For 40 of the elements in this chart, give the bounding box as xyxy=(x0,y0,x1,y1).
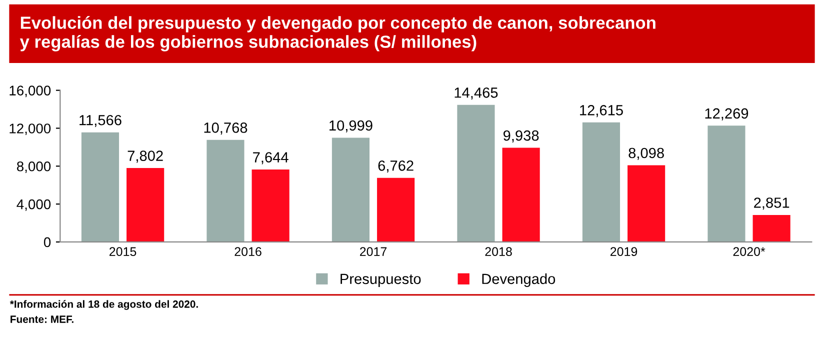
bar xyxy=(582,122,620,242)
data-label: 6,762 xyxy=(378,160,414,173)
bar xyxy=(206,140,244,242)
bar xyxy=(81,132,120,242)
data-label: 10,999 xyxy=(330,120,372,132)
bar xyxy=(752,214,790,242)
bar xyxy=(457,104,495,242)
y-tick-label: 0 xyxy=(44,237,51,248)
bar xyxy=(628,165,666,242)
data-label: 12,615 xyxy=(580,105,623,118)
y-tick-label: 8,000 xyxy=(16,161,51,173)
source-note: Fuente: MEF. xyxy=(10,316,74,323)
data-label: 10,768 xyxy=(204,122,248,135)
bar xyxy=(377,178,415,242)
data-label: 8,098 xyxy=(628,148,664,160)
data-label: 14,465 xyxy=(454,87,498,100)
legend-label: Devengado xyxy=(482,273,556,287)
bar xyxy=(126,168,164,242)
y-tick-label: 4,000 xyxy=(16,199,51,211)
x-tick-label: 2016 xyxy=(234,247,262,256)
bar xyxy=(332,138,370,242)
text: *Información al 18 de agosto del 2020. xyxy=(10,300,198,310)
x-tick-label: 2020* xyxy=(733,247,766,256)
x-tick-label: 2019 xyxy=(610,247,638,256)
x-tick-label: 2015 xyxy=(110,247,136,256)
bar xyxy=(708,126,746,242)
x-tick-label: 2017 xyxy=(360,247,387,256)
legend-label: Presupuesto xyxy=(340,274,421,287)
data-label: 2,851 xyxy=(754,198,790,210)
data-label: 11,566 xyxy=(80,114,122,128)
y-tick-label: 16,000 xyxy=(10,86,51,98)
chart-title: Evolución del presupuesto y devengado por concepto de canon, sobrecanon y regalías de los gobiernos subnacionales (S/ millones) xyxy=(20,16,656,52)
data-label: 7,802 xyxy=(128,150,163,163)
data-label: 7,644 xyxy=(253,152,288,164)
data-label: 9,938 xyxy=(504,130,539,142)
data-label: 12,269 xyxy=(705,108,748,120)
y-tick-label: 12,000 xyxy=(10,124,51,136)
bar xyxy=(252,170,290,242)
bar xyxy=(502,148,540,242)
x-tick-label: 2018 xyxy=(485,247,512,256)
